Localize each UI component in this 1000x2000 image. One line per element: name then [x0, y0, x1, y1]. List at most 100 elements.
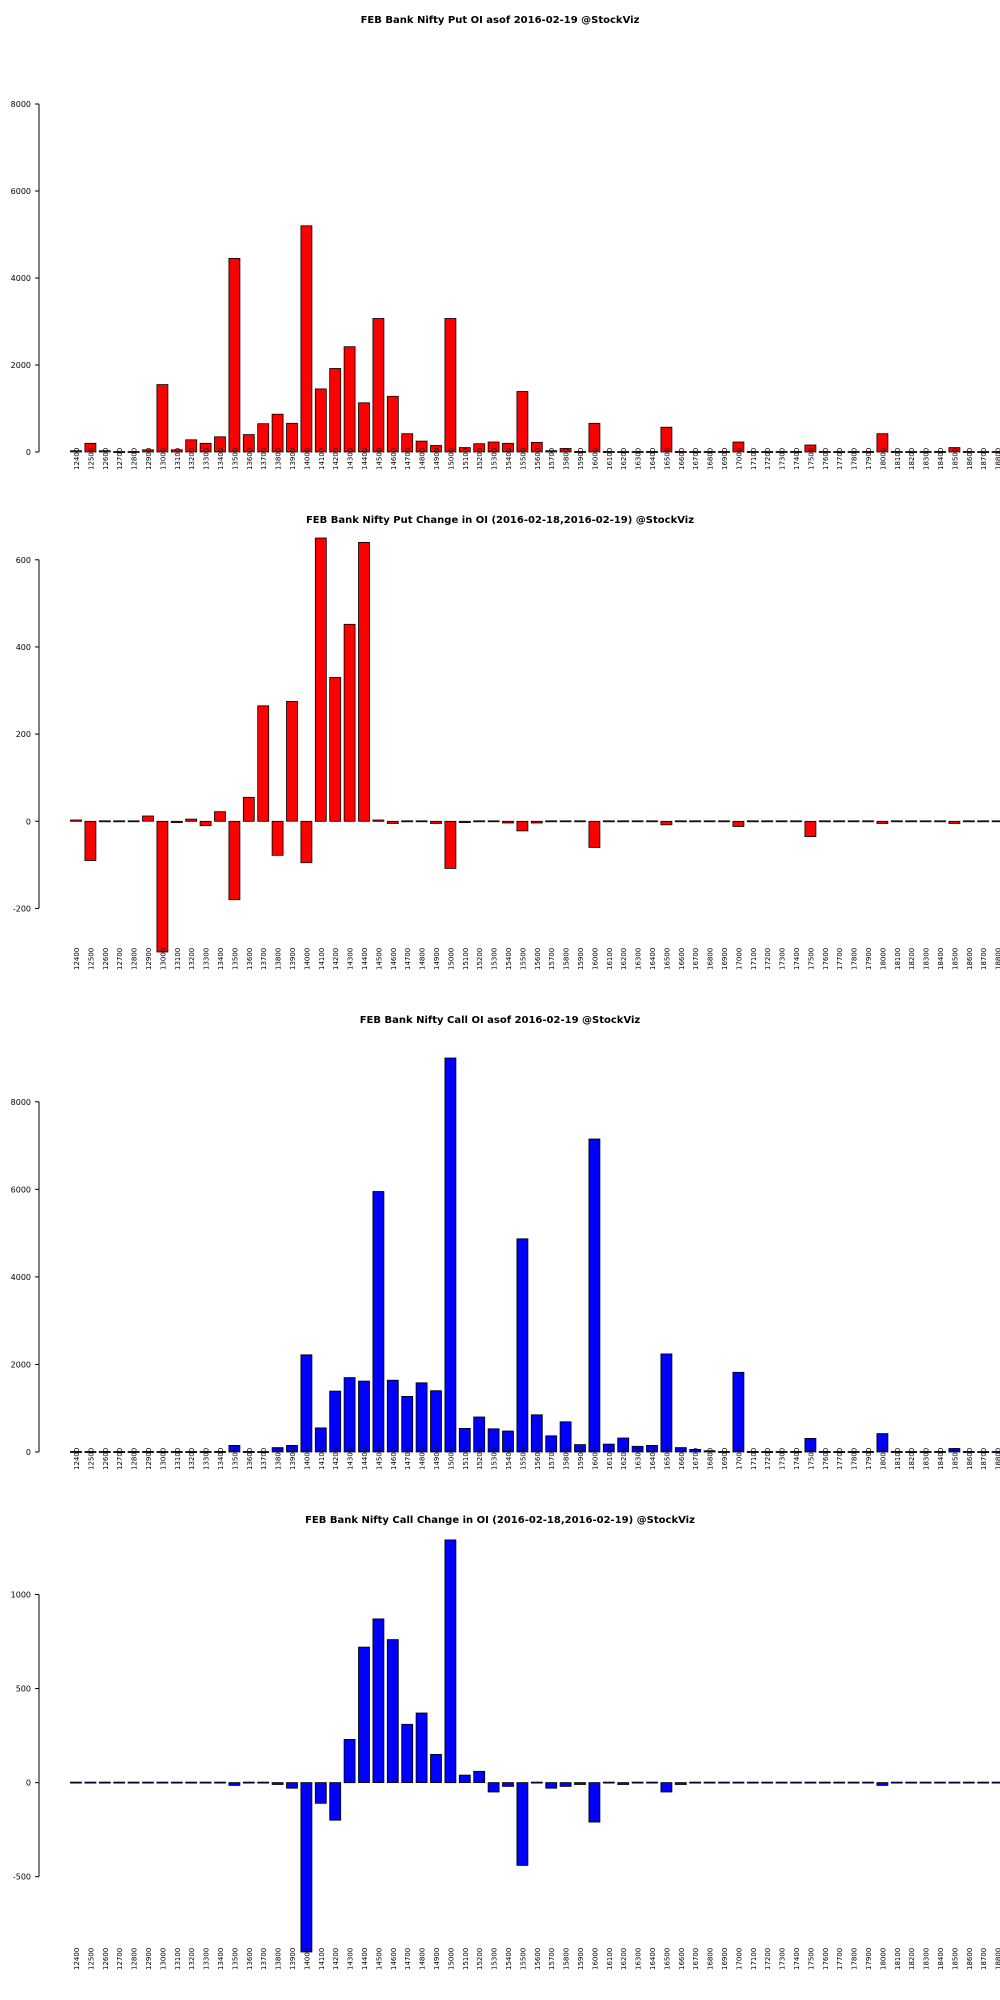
- put-change-x-tick-label: 14700: [404, 948, 412, 970]
- put-change-x-tick-label: 13400: [217, 948, 225, 970]
- put-change-x-tick-label: 16900: [721, 948, 729, 970]
- put-oi-x-tick-label: 17800: [851, 448, 859, 470]
- put-oi-bar-16400: [646, 451, 658, 453]
- call-change-x-tick-label: 14500: [375, 1948, 383, 1970]
- call-oi-x-tick-label: 17000: [735, 1448, 743, 1470]
- call-change-x-tick-label: 17100: [750, 1948, 758, 1970]
- call-oi-x-tick-label: 17200: [764, 1448, 772, 1470]
- put-change-x-tick-label: 12700: [116, 948, 124, 970]
- put-oi-bar-13000: [156, 384, 169, 453]
- call-change-bar-14700: [401, 1723, 414, 1784]
- call-change-x-tick-label: 12800: [131, 1948, 139, 1970]
- put-oi-x-tick-label: 18500: [951, 448, 959, 470]
- call-change-bar-17900: [862, 1781, 874, 1784]
- put-change-x-tick-label: 18600: [966, 948, 974, 970]
- call-change-bar-13600: [242, 1781, 255, 1784]
- call-oi-x-tick-label: 12800: [131, 1448, 139, 1470]
- call-oi-x-tick-label: 12500: [87, 1448, 95, 1470]
- put-change-bar-14500: [372, 819, 385, 822]
- call-change-bar-18800: [991, 1781, 1000, 1784]
- put-oi-y-tick-label: 2000: [11, 361, 31, 370]
- put-change-bar-13000: [156, 820, 169, 953]
- put-change-bar-13200: [185, 818, 198, 822]
- put-change-bar-17300: [775, 820, 788, 823]
- put-oi-x-tick-label: 16000: [591, 448, 599, 470]
- put-oi-x-tick-label: 13000: [159, 448, 167, 470]
- call-oi-x-tick-label: 16500: [663, 1448, 671, 1470]
- call-oi-bar-14600: [386, 1379, 399, 1453]
- put-change-bar-15300: [487, 820, 500, 823]
- call-change-x-tick-label: 18400: [937, 1948, 945, 1970]
- put-change-x-tick-label: 14300: [347, 948, 355, 970]
- call-oi-bar-14200: [329, 1390, 342, 1453]
- call-oi-x-tick-label: 18800: [995, 1448, 1000, 1470]
- put-change-bar-18800: [991, 820, 1000, 823]
- put-change-x-tick-label: 13500: [231, 948, 239, 970]
- put-change-x-tick-label: 13000: [159, 948, 167, 970]
- put-change-x-tick-label: 13900: [289, 948, 297, 970]
- call-oi-x-tick-label: 15100: [462, 1448, 470, 1470]
- put-change-bar-16800: [703, 820, 716, 823]
- put-oi-x-tick-label: 15500: [519, 448, 527, 470]
- chart-title-put-change: FEB Bank Nifty Put Change in OI (2016-02…: [306, 515, 694, 526]
- put-oi-bar-12800: [127, 451, 140, 453]
- put-oi-bar-15400: [502, 442, 514, 453]
- call-oi-bar-13000: [156, 1451, 169, 1453]
- call-oi-bar-13200: [185, 1451, 198, 1453]
- put-oi-x-tick-label: 12600: [102, 448, 110, 470]
- chart-title-call-change: FEB Bank Nifty Call Change in OI (2016-0…: [305, 1515, 695, 1526]
- put-change-bar-13100: [170, 820, 183, 823]
- call-oi-x-tick-label: 14800: [419, 1448, 427, 1470]
- call-change-bar-16100: [602, 1781, 615, 1784]
- put-change-bar-13800: [271, 820, 284, 856]
- call-change-bar-18200: [905, 1781, 918, 1784]
- put-change-x-tick-label: 13300: [203, 948, 211, 970]
- put-change-bar-16700: [689, 820, 702, 823]
- call-change-bar-15600: [530, 1781, 543, 1784]
- put-oi-bar-14800: [415, 440, 428, 453]
- put-oi-bar-14900: [430, 445, 442, 453]
- call-change-bar-15500: [516, 1782, 529, 1866]
- put-oi-x-tick-label: 18200: [908, 448, 916, 470]
- call-change-x-tick-label: 12600: [102, 1948, 110, 1970]
- put-oi-x-tick-label: 13200: [188, 448, 196, 470]
- call-oi-x-tick-label: 13700: [260, 1448, 268, 1470]
- call-oi-bar-13300: [199, 1451, 212, 1453]
- put-oi-bar-17500: [804, 444, 817, 453]
- put-oi-x-tick-label: 15300: [491, 448, 499, 470]
- put-change-x-tick-label: 16400: [649, 948, 657, 970]
- call-oi-bar-14400: [358, 1380, 370, 1453]
- call-oi-bar-15300: [487, 1428, 500, 1453]
- put-oi-bar-16000: [588, 422, 601, 453]
- call-oi-y-tick-label: 6000: [11, 1185, 31, 1194]
- put-change-bar-18200: [905, 820, 918, 823]
- call-change-x-tick-label: 16600: [678, 1948, 686, 1970]
- call-oi-bar-17000: [732, 1371, 745, 1453]
- put-change-bar-13600: [242, 796, 255, 822]
- put-oi-x-tick-label: 15900: [577, 448, 585, 470]
- put-oi-x-tick-label: 13300: [203, 448, 211, 470]
- put-change-bar-12700: [113, 820, 126, 823]
- put-change-x-tick-label: 16200: [620, 948, 628, 970]
- put-change-bar-12600: [98, 820, 111, 823]
- put-oi-x-tick-label: 14300: [347, 448, 355, 470]
- call-oi-x-tick-label: 15200: [476, 1448, 484, 1470]
- put-oi-bar-18500: [948, 447, 961, 453]
- put-change-x-tick-label: 15600: [534, 948, 542, 970]
- put-oi-bar-14100: [314, 388, 327, 453]
- put-oi-x-tick-label: 16200: [620, 448, 628, 470]
- call-oi-bar-12600: [98, 1451, 111, 1453]
- put-oi-x-tick-label: 17700: [836, 448, 844, 470]
- call-change-bar-17200: [761, 1781, 774, 1784]
- call-oi-bar-13700: [257, 1451, 270, 1453]
- call-change-bar-14200: [329, 1782, 342, 1821]
- call-oi-x-tick-label: 15300: [491, 1448, 499, 1470]
- call-oi-bar-12700: [113, 1451, 126, 1453]
- call-change-bar-18500: [948, 1781, 961, 1784]
- call-change-x-tick-label: 14600: [390, 1948, 398, 1970]
- call-oi-x-tick-label: 18500: [951, 1448, 959, 1470]
- call-oi-x-tick-label: 17700: [836, 1448, 844, 1470]
- put-oi-x-tick-label: 18600: [966, 448, 974, 470]
- put-change-bar-17100: [746, 820, 759, 823]
- put-oi-x-tick-label: 12400: [73, 448, 81, 470]
